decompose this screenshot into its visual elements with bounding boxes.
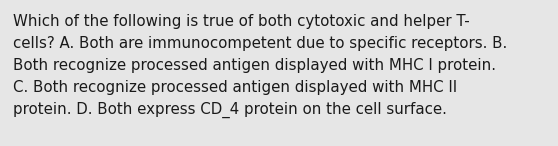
Text: protein. D. Both express CD_4 protein on the cell surface.: protein. D. Both express CD_4 protein on… <box>13 102 447 118</box>
Text: cells? A. Both are immunocompetent due to specific receptors. B.: cells? A. Both are immunocompetent due t… <box>13 36 507 51</box>
Text: Which of the following is true of both cytotoxic and helper T-: Which of the following is true of both c… <box>13 14 470 29</box>
Text: C. Both recognize processed antigen displayed with MHC II: C. Both recognize processed antigen disp… <box>13 80 457 95</box>
Text: Both recognize processed antigen displayed with MHC I protein.: Both recognize processed antigen display… <box>13 58 496 73</box>
